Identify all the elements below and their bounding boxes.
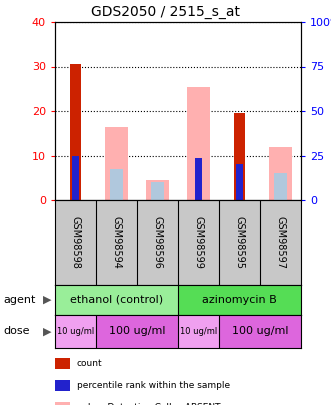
Bar bbox=[151, 182, 164, 200]
Bar bbox=[187, 87, 210, 200]
Bar bbox=[55, 285, 178, 315]
Text: ethanol (control): ethanol (control) bbox=[70, 295, 163, 305]
Bar bbox=[178, 285, 301, 315]
Text: agent: agent bbox=[3, 295, 36, 305]
Bar bbox=[110, 169, 123, 200]
Text: 100 ug/ml: 100 ug/ml bbox=[232, 326, 288, 337]
Text: GSM98598: GSM98598 bbox=[71, 216, 80, 269]
Bar bbox=[236, 164, 243, 200]
Text: GSM98596: GSM98596 bbox=[153, 216, 163, 269]
Text: GSM98599: GSM98599 bbox=[194, 216, 204, 269]
Text: GSM98594: GSM98594 bbox=[112, 216, 121, 269]
Text: azinomycin B: azinomycin B bbox=[202, 295, 277, 305]
Bar bbox=[72, 156, 79, 200]
Bar bbox=[269, 147, 292, 200]
Text: GDS2050 / 2515_s_at: GDS2050 / 2515_s_at bbox=[91, 5, 240, 19]
Bar bbox=[96, 315, 178, 348]
Bar bbox=[195, 158, 202, 200]
Bar bbox=[146, 180, 169, 200]
Bar bbox=[178, 315, 219, 348]
Text: 10 ug/ml: 10 ug/ml bbox=[180, 327, 217, 336]
Bar bbox=[105, 127, 128, 200]
Text: count: count bbox=[76, 359, 102, 368]
Text: 100 ug/ml: 100 ug/ml bbox=[109, 326, 165, 337]
Bar bbox=[219, 315, 301, 348]
Text: GSM98597: GSM98597 bbox=[275, 216, 286, 269]
Text: dose: dose bbox=[3, 326, 30, 337]
Text: ▶: ▶ bbox=[43, 326, 52, 337]
Bar bbox=[274, 173, 287, 200]
Text: 10 ug/ml: 10 ug/ml bbox=[57, 327, 94, 336]
Bar bbox=[234, 113, 245, 200]
Text: percentile rank within the sample: percentile rank within the sample bbox=[76, 381, 230, 390]
Text: value, Detection Call = ABSENT: value, Detection Call = ABSENT bbox=[76, 403, 220, 405]
Text: ▶: ▶ bbox=[43, 295, 52, 305]
Text: GSM98595: GSM98595 bbox=[234, 216, 245, 269]
Bar bbox=[71, 64, 80, 200]
Bar bbox=[55, 315, 96, 348]
